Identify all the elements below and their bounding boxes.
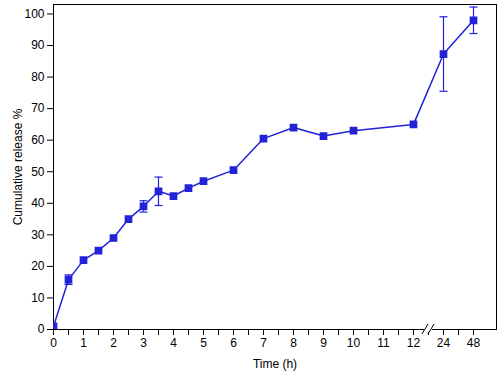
svg-text:8: 8 bbox=[290, 336, 297, 350]
svg-text:12: 12 bbox=[407, 336, 421, 350]
svg-text:24: 24 bbox=[437, 336, 451, 350]
svg-text:4: 4 bbox=[170, 336, 177, 350]
svg-text:100: 100 bbox=[24, 7, 44, 21]
svg-text:9: 9 bbox=[320, 336, 327, 350]
svg-text:11: 11 bbox=[377, 336, 390, 350]
svg-text:7: 7 bbox=[260, 336, 267, 350]
svg-text:10: 10 bbox=[347, 336, 361, 350]
svg-text:6: 6 bbox=[230, 336, 237, 350]
svg-text:60: 60 bbox=[31, 133, 45, 147]
svg-text:0: 0 bbox=[50, 336, 57, 350]
svg-text:1: 1 bbox=[80, 336, 87, 350]
svg-text:5: 5 bbox=[200, 336, 207, 350]
svg-text:10: 10 bbox=[31, 291, 45, 305]
svg-text:90: 90 bbox=[31, 38, 45, 52]
svg-text:30: 30 bbox=[31, 228, 45, 242]
svg-text:20: 20 bbox=[31, 259, 45, 273]
svg-text:80: 80 bbox=[31, 70, 45, 84]
svg-text:0: 0 bbox=[38, 322, 45, 336]
svg-text:40: 40 bbox=[31, 196, 45, 210]
svg-text:48: 48 bbox=[467, 336, 481, 350]
svg-text:Cumulative release %: Cumulative release % bbox=[11, 108, 25, 225]
svg-text:Time (h): Time (h) bbox=[253, 357, 297, 371]
svg-text:2: 2 bbox=[110, 336, 117, 350]
svg-text:50: 50 bbox=[31, 165, 45, 179]
svg-text:70: 70 bbox=[31, 101, 45, 115]
svg-text:3: 3 bbox=[140, 336, 147, 350]
